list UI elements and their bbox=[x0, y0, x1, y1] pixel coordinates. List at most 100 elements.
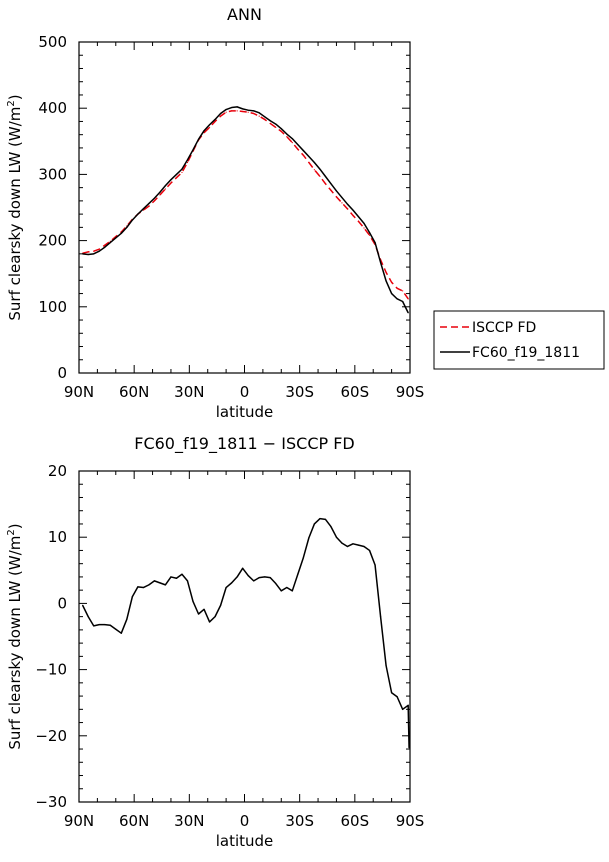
series-2-point bbox=[308, 155, 310, 158]
chart-2: 90N 60N 30N 0 30S 60S 90S −30 −20 −10 0 10 20 FC60_f1… bbox=[6, 434, 424, 850]
series-2-point bbox=[192, 149, 194, 151]
x-tick-label: 90S bbox=[396, 812, 425, 830]
series-1-point bbox=[93, 250, 95, 252]
series-1-point bbox=[253, 112, 255, 115]
series-2-point bbox=[280, 128, 282, 130]
series-1-point bbox=[253, 580, 255, 582]
series-2-point bbox=[109, 241, 111, 244]
series-1-point bbox=[352, 214, 354, 217]
x-axis-label: latitude bbox=[216, 403, 274, 421]
y-tick-label: 500 bbox=[38, 33, 67, 51]
x-tick-label: 60S bbox=[341, 383, 370, 401]
series-1-point bbox=[324, 183, 327, 185]
series-2-point bbox=[286, 133, 288, 135]
y-tick-label: 10 bbox=[48, 528, 67, 546]
series-1-point bbox=[225, 111, 227, 113]
series-2-point bbox=[352, 209, 354, 211]
series-2-point bbox=[170, 179, 172, 181]
series-2-point bbox=[396, 298, 398, 300]
series-1-point bbox=[330, 189, 332, 191]
x-axis-label: latitude bbox=[216, 832, 274, 850]
series-2-point bbox=[297, 144, 299, 146]
legend-box bbox=[433, 310, 605, 370]
series-1-point bbox=[357, 544, 360, 546]
series-1-point bbox=[115, 628, 117, 630]
series-1-point bbox=[335, 196, 338, 198]
series-2-point bbox=[120, 232, 122, 234]
series-1-point bbox=[109, 624, 111, 626]
x-tick-label: 90S bbox=[396, 383, 425, 401]
series-1-point bbox=[357, 220, 360, 223]
series-1-point bbox=[242, 110, 244, 113]
series-1-point bbox=[352, 543, 354, 545]
series-1-point bbox=[385, 271, 387, 273]
y-axis-label-main: Surf clearsky down LW (W/m bbox=[6, 107, 24, 321]
series-1-point bbox=[374, 564, 376, 566]
series-1-point bbox=[402, 290, 404, 292]
x-tick-label: 30N bbox=[174, 812, 204, 830]
series-1-point bbox=[137, 586, 139, 588]
y-tick-label: −20 bbox=[35, 727, 67, 745]
series-1-point bbox=[231, 582, 233, 584]
series-2-point bbox=[142, 208, 144, 210]
series-line-1 bbox=[82, 110, 409, 300]
x-tick-label: 30N bbox=[174, 383, 204, 401]
series-1-point bbox=[308, 161, 310, 164]
series-1-point bbox=[242, 567, 244, 569]
series-2-point bbox=[313, 161, 315, 164]
x-tick-label: 90N bbox=[64, 812, 94, 830]
series-1-point bbox=[203, 608, 205, 610]
x-tick-label: 0 bbox=[240, 383, 250, 401]
x-tick-label: 60S bbox=[341, 812, 370, 830]
series-1-point bbox=[186, 580, 189, 582]
series-2-point bbox=[264, 116, 266, 118]
series-2-point bbox=[379, 261, 382, 264]
chart-title: ANN bbox=[227, 5, 262, 24]
series-2-point bbox=[104, 246, 106, 248]
series-1-point bbox=[319, 175, 321, 177]
series-1-point bbox=[396, 287, 398, 289]
series-1-point bbox=[363, 545, 365, 548]
series-2-point bbox=[197, 138, 200, 140]
x-tick-label: 60N bbox=[119, 812, 149, 830]
series-2-point bbox=[330, 183, 332, 185]
y-axis-label: Surf clearsky down LW (W/m2) bbox=[6, 94, 24, 320]
series-1-point bbox=[247, 111, 249, 113]
series-1-point bbox=[219, 604, 222, 606]
legend-label: ISCCP FD bbox=[472, 320, 536, 336]
series-2-point bbox=[319, 168, 321, 170]
y-axis-label-superscript: 2 bbox=[6, 100, 17, 106]
series-1-point bbox=[208, 126, 211, 128]
series-1-point bbox=[407, 298, 409, 300]
series-1-point bbox=[208, 621, 211, 623]
series-1-point bbox=[264, 576, 266, 578]
series-1-point bbox=[379, 616, 382, 618]
series-1-point bbox=[291, 142, 293, 144]
series-2-point bbox=[291, 138, 293, 140]
y-tick-label: 0 bbox=[57, 594, 67, 612]
series-2-point bbox=[203, 130, 205, 132]
series-2-point bbox=[402, 300, 404, 303]
series-1-point bbox=[214, 616, 216, 618]
series-1-point bbox=[385, 665, 387, 667]
series-2-point bbox=[391, 292, 393, 295]
series-2-point bbox=[181, 168, 183, 170]
series-1-point bbox=[175, 177, 178, 179]
series-1-point bbox=[164, 584, 167, 586]
series-1-point bbox=[313, 169, 315, 171]
x-tick-label: 90N bbox=[64, 383, 94, 401]
series-2-point bbox=[275, 123, 277, 125]
series-1-point bbox=[142, 586, 144, 589]
series-1-point bbox=[402, 708, 404, 710]
series-1-point bbox=[341, 542, 343, 544]
series-2-point bbox=[115, 237, 117, 239]
series-2-point bbox=[131, 219, 133, 221]
y-tick-label: 200 bbox=[38, 232, 67, 250]
series-1-point bbox=[98, 248, 100, 250]
series-1-point bbox=[181, 573, 183, 575]
series-1-point bbox=[363, 227, 365, 229]
series-2-point bbox=[407, 312, 409, 314]
series-2-point bbox=[269, 120, 271, 122]
series-2-point bbox=[153, 197, 155, 199]
series-2-point bbox=[231, 106, 233, 109]
